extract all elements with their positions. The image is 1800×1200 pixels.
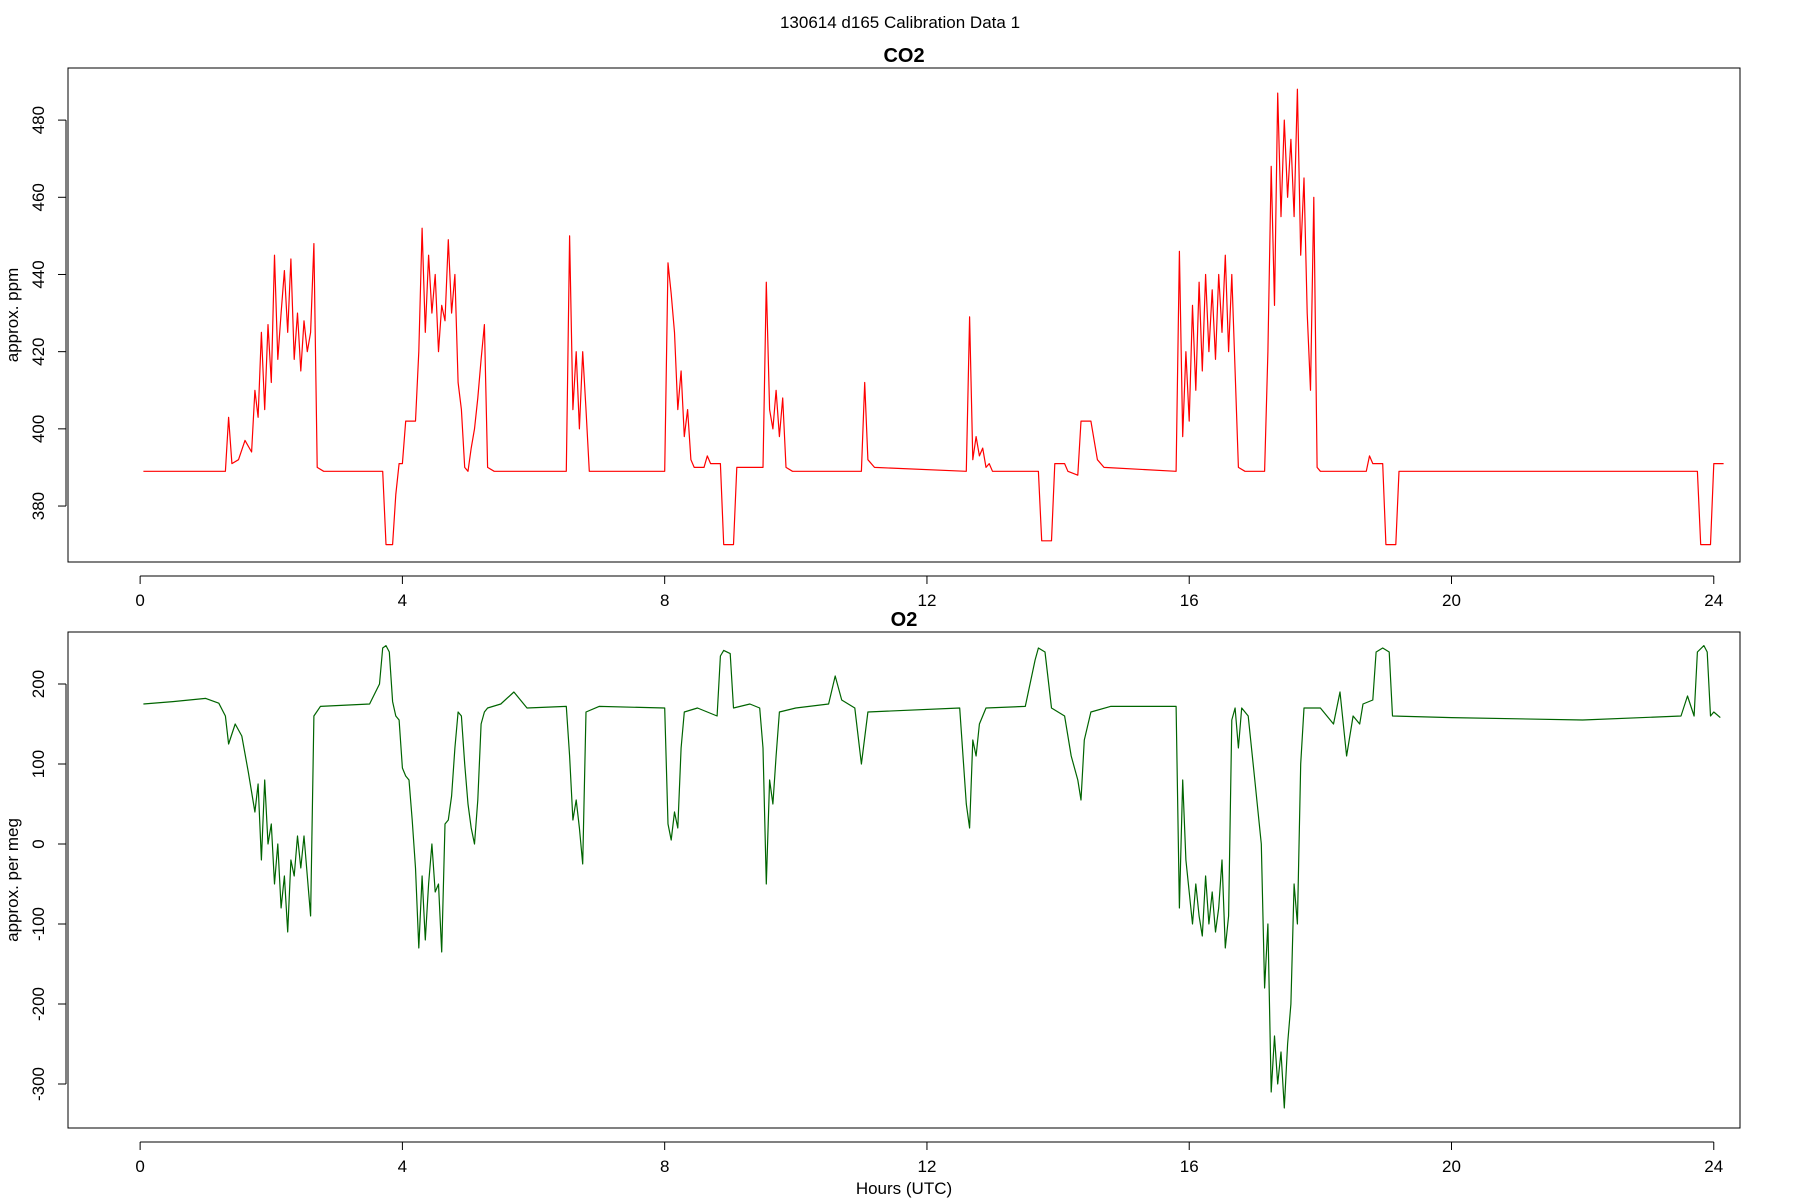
x-axis-label-o2: Hours (UTC) (856, 1179, 952, 1198)
y-tick-label-o2-0: -300 (29, 1067, 48, 1101)
y-tick-label-o2-2: -100 (29, 907, 48, 941)
x-tick-label-o2-5: 20 (1442, 1157, 1461, 1176)
series-line-co2 (143, 88, 1724, 546)
x-tick-label-co2-0: 0 (135, 591, 144, 610)
x-tick-label-co2-3: 12 (917, 591, 936, 610)
y-tick-label-co2-5: 480 (29, 106, 48, 134)
plot-frame-co2 (67, 67, 1741, 563)
panel-o2: O2 0 4 8 12 16 20 24 -300 -200 -100 0 100 200 approx. … (3, 609, 1741, 1198)
x-tick-label-o2-2: 8 (660, 1157, 669, 1176)
y-tick-label-o2-3: 0 (29, 839, 48, 848)
x-tick-label-co2-1: 4 (398, 591, 407, 610)
x-tick-label-o2-4: 16 (1180, 1157, 1199, 1176)
x-tick-label-o2-3: 12 (917, 1157, 936, 1176)
y-tick-label-co2-3: 440 (29, 260, 48, 288)
y-axis-label-co2: approx. ppm (3, 268, 22, 363)
x-tick-label-co2-5: 20 (1442, 591, 1461, 610)
chart-title-co2: CO2 (883, 45, 924, 67)
y-tick-label-co2-0: 380 (29, 492, 48, 520)
x-tick-label-o2-6: 24 (1704, 1157, 1723, 1176)
y-tick-label-co2-4: 460 (29, 183, 48, 211)
y-axis-label-o2: approx. per meg (3, 818, 22, 942)
y-tick-label-o2-5: 200 (29, 670, 48, 698)
y-tick-label-co2-2: 420 (29, 337, 48, 365)
plot-frame-o2 (67, 631, 1741, 1129)
x-tick-label-co2-2: 8 (660, 591, 669, 610)
figure-suptitle: 130614 d165 Calibration Data 1 (780, 13, 1020, 32)
y-tick-label-o2-4: 100 (29, 750, 48, 778)
x-tick-label-co2-4: 16 (1180, 591, 1199, 610)
panel-co2: CO2 0 4 8 12 16 20 24 380 400 420 440 460 480 approx. … (3, 45, 1741, 610)
x-tick-label-o2-0: 0 (135, 1157, 144, 1176)
y-tick-label-o2-1: -200 (29, 987, 48, 1021)
x-tick-label-o2-1: 4 (398, 1157, 407, 1176)
y-tick-label-co2-1: 400 (29, 415, 48, 443)
series-line-o2 (143, 645, 1721, 1109)
chart-title-o2: O2 (891, 609, 918, 631)
x-tick-label-co2-6: 24 (1704, 591, 1723, 610)
